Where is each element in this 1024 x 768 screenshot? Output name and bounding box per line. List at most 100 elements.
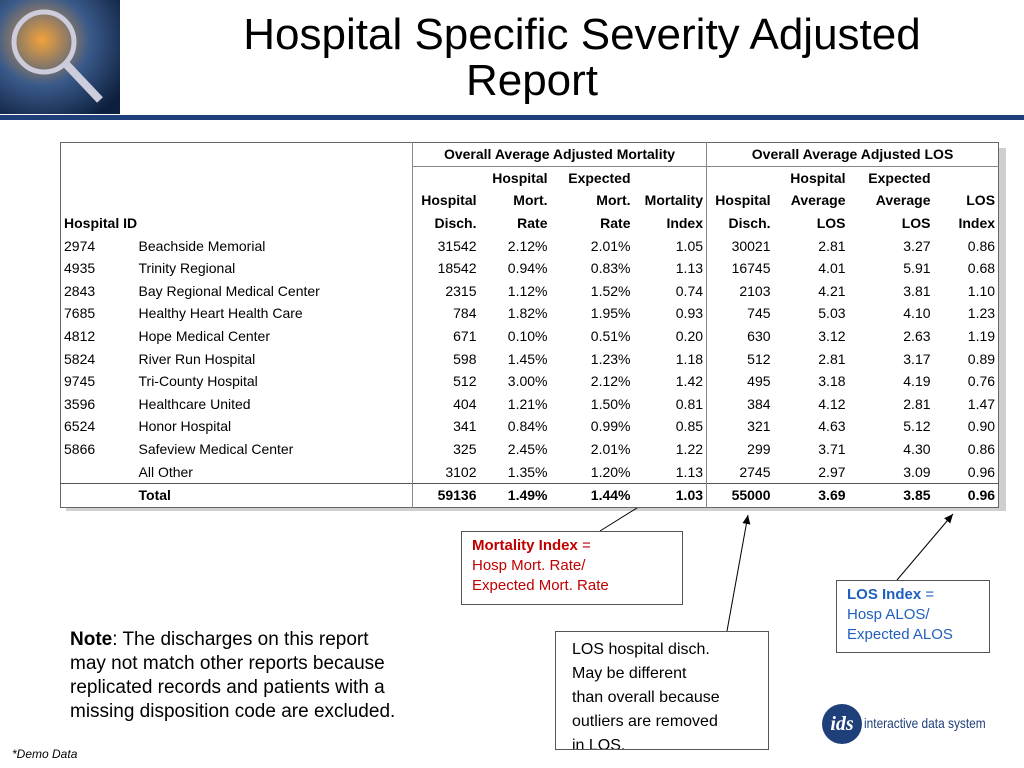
cell: 0.99%: [590, 418, 631, 435]
cell: 2.12%: [590, 373, 631, 390]
group-row: Overall Average Adjusted Mortality Overal…: [61, 142, 999, 167]
cell: 2.81: [903, 395, 931, 412]
cell: 4.19: [903, 373, 931, 390]
callout-eq: =: [582, 537, 591, 554]
cell: 3.69: [773, 482, 849, 507]
cell: 0.90: [967, 418, 996, 435]
column-header: LOS Index: [934, 166, 999, 234]
column-header: Mortality Index: [634, 166, 707, 234]
cell: 1.20%: [590, 463, 631, 480]
logo-text: interactive data system: [864, 715, 986, 731]
cell: 2315: [412, 279, 480, 303]
callout-line: than overall because: [572, 689, 720, 706]
callout-line: Hosp Mort. Rate/: [472, 557, 586, 574]
cell: 2.01%: [590, 237, 631, 254]
cell: 495: [706, 369, 774, 393]
hospital-name: Safeview Medical Center: [138, 441, 294, 458]
cell: 0.96: [933, 482, 999, 507]
table-row: 5824 River Run Hospital 598 1.45% 1.23% 1.18 5…: [61, 347, 999, 370]
callout-line: Hosp ALOS/: [847, 606, 930, 623]
header-line: Index: [958, 214, 996, 231]
hospital-name: Healthcare United: [138, 395, 251, 412]
title: Hospital Specific Severity Adjusted Repo…: [120, 12, 1024, 104]
cell: 5.12: [903, 418, 931, 435]
cell: 3.81: [903, 282, 931, 299]
arrow: [726, 514, 751, 632]
cell: 1.19: [967, 328, 996, 345]
table-row: 9745 Tri-County Hospital 512 3.00% 2.12% 1.42…: [61, 369, 999, 393]
column-header: Hospital Average LOS: [774, 166, 849, 234]
cell: 299: [706, 437, 774, 461]
cell: 30021: [706, 234, 774, 257]
callout-line: outliers are removed: [572, 713, 718, 730]
cell: 784: [412, 302, 480, 325]
cell: 4.63: [818, 418, 846, 435]
note-line: may not match other reports because: [70, 653, 385, 674]
hospital-id: 3596: [64, 395, 96, 412]
header-line: LOS: [966, 192, 996, 209]
callout: LOS hospital disch. May be different tha…: [555, 631, 769, 750]
header-line: Disch.: [434, 214, 477, 231]
header-line: LOS: [816, 214, 846, 231]
column-header: Hospital Mort. Rate: [480, 166, 551, 234]
cell: 1.95%: [590, 305, 631, 322]
hospital-name: Total: [135, 482, 413, 507]
cell: 0.93: [675, 305, 704, 322]
note-label: Note: [70, 629, 113, 650]
table-row: 5866 Safeview Medical Center 325 2.45% 2.01%…: [61, 437, 999, 461]
table-row: 3596 Healthcare United 404 1.21% 1.50% 0.81 38…: [61, 392, 999, 416]
cell: 3102: [412, 460, 480, 484]
cell: 1.49%: [479, 482, 551, 507]
table-row: 6524 Honor Hospital 341 0.84% 0.99% 0.85 321 4.…: [61, 415, 999, 438]
group-header: Overall Average Adjusted Mortality: [411, 142, 707, 167]
callout-eq: =: [925, 586, 935, 603]
cell: 1.23: [967, 305, 996, 322]
cell: [61, 143, 413, 167]
title-line: Report: [465, 56, 599, 105]
demo-note: *Demo Data: [12, 747, 78, 761]
cell: 0.10%: [507, 328, 548, 345]
cell: 0.89: [967, 350, 996, 367]
note: Note: The discharges on this report may …: [70, 628, 395, 724]
cell: 1.13: [675, 463, 704, 480]
cell: 1.82%: [507, 305, 548, 322]
hospital-id: 2843: [64, 282, 96, 299]
cell: 2.63: [903, 328, 931, 345]
cell: 55000: [706, 482, 774, 507]
hospital-id: 4935: [64, 260, 96, 277]
table-row: All Other 3102 1.35% 1.20% 1.13 2745 2.97 3.09 0…: [61, 460, 999, 484]
cell: 1.22: [675, 441, 704, 458]
cell: 2.01%: [590, 441, 631, 458]
cell: 0.84%: [507, 418, 548, 435]
logo-mark: ids: [822, 704, 862, 744]
table-row: 2843 Bay Regional Medical Center 2315 1.12%…: [61, 279, 999, 303]
cell: 2.12%: [507, 237, 548, 254]
header-line: Mort.: [513, 192, 548, 209]
cell: 1.13: [675, 260, 704, 277]
column-header: Expected Average LOS: [849, 166, 934, 234]
hospital-name: Healthy Heart Health Care: [138, 305, 303, 322]
cell: 0.94%: [507, 260, 548, 277]
header-line: Hospital: [715, 192, 771, 209]
header-line: Expected: [568, 169, 631, 186]
hospital-id: 7685: [64, 305, 96, 322]
cell: 16745: [706, 256, 774, 280]
header-line: Disch.: [728, 214, 771, 231]
column-header: Hospital Disch.: [706, 166, 774, 235]
cell: 5.03: [818, 305, 846, 322]
note-line: replicated records and patients with a: [70, 677, 385, 698]
cell: 3.27: [903, 237, 931, 254]
magnifier-handle: [63, 61, 103, 103]
cell: 1.21%: [507, 395, 548, 412]
cell: 1.50%: [590, 395, 631, 412]
table-row: 4812 Hope Medical Center 671 0.10% 0.51% 0.20…: [61, 324, 999, 348]
cell: 1.42: [675, 373, 704, 390]
header-line: Mort.: [596, 192, 631, 209]
id-header: Hospital ID: [64, 214, 138, 231]
hospital-id: 9745: [64, 373, 96, 390]
cell: 2.45%: [507, 441, 548, 458]
cell: 4.01: [818, 260, 846, 277]
cell: 2745: [706, 460, 774, 484]
cell: 321: [706, 415, 774, 438]
cell: 2.81: [818, 350, 846, 367]
